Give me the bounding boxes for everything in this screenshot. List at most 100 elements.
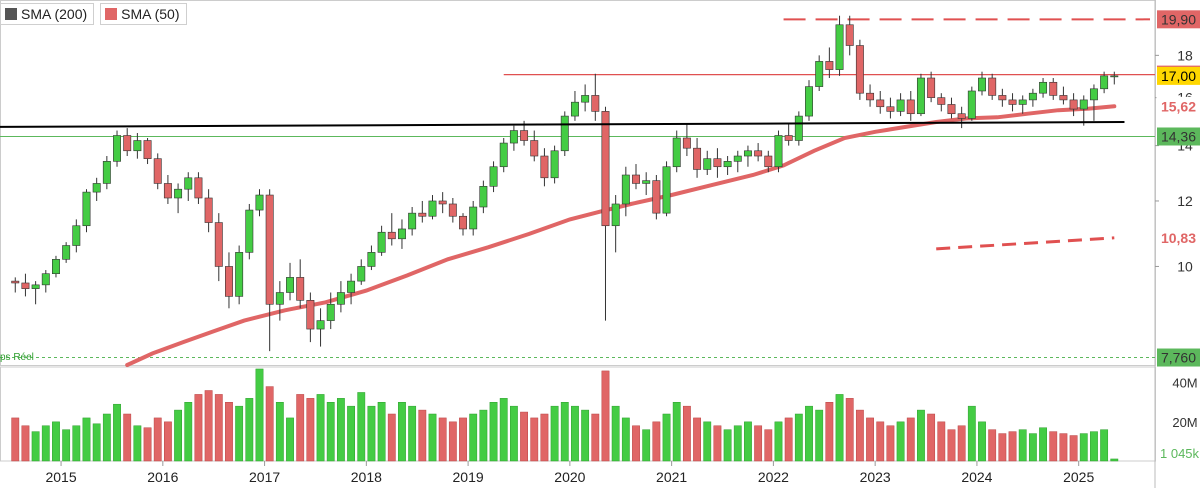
candle-body	[316, 320, 325, 330]
volume-bar	[1008, 431, 1017, 462]
legend-sma-200-swatch	[5, 8, 17, 20]
volume-bar	[682, 405, 691, 462]
candle-body	[550, 150, 559, 179]
candle-body	[143, 140, 152, 159]
candle-body	[805, 86, 813, 117]
candle-body	[11, 280, 20, 284]
candle-body	[642, 180, 651, 184]
volume-bar	[652, 421, 661, 462]
volume-bar	[479, 409, 488, 462]
candle-body	[102, 161, 111, 184]
candle-body	[265, 194, 274, 305]
candle-body	[174, 188, 183, 199]
candle-body	[784, 135, 793, 141]
candle-body	[967, 90, 976, 119]
candle-body	[408, 212, 417, 230]
price-badge	[1157, 66, 1200, 85]
candle-body	[72, 225, 81, 246]
candle-body	[682, 137, 691, 149]
price-badge	[1156, 228, 1200, 248]
volume-bar	[225, 402, 233, 462]
candle-body	[693, 147, 702, 170]
volume-bar	[163, 421, 172, 462]
candle-body	[845, 24, 854, 46]
price-tick-label: 18	[1177, 47, 1193, 63]
volume-bar	[286, 417, 294, 462]
price-badge-label: 14,36	[1161, 128, 1196, 144]
volume-bar	[326, 402, 335, 462]
candle-body	[306, 300, 315, 330]
legend-sma-50[interactable]: SMA (50)	[100, 3, 187, 25]
candle-body	[509, 130, 518, 144]
volume-bar	[540, 413, 549, 462]
candle-body	[1100, 75, 1109, 90]
legend-sma-200[interactable]: SMA (200)	[0, 3, 95, 25]
volume-bar	[967, 405, 976, 462]
candle-body	[275, 292, 284, 305]
x-tick-label: 2016	[147, 469, 178, 485]
candle-body	[1049, 81, 1058, 96]
volume-bar	[1028, 433, 1037, 462]
candle-body	[357, 266, 366, 282]
volume-bar	[937, 421, 946, 462]
volume-bar	[174, 409, 182, 462]
candle-body	[163, 183, 172, 199]
volume-bar	[275, 402, 284, 462]
price-badge	[1156, 96, 1200, 116]
candle-body	[794, 115, 803, 141]
candle-body	[336, 292, 345, 305]
volume-bar	[469, 413, 478, 462]
candle-body	[153, 158, 162, 184]
candle-body	[815, 61, 824, 87]
candle-body	[41, 273, 50, 286]
volume-bar	[408, 405, 417, 462]
candle-body	[632, 174, 640, 184]
volume-bar	[794, 413, 803, 462]
volume-bar	[133, 425, 142, 462]
x-tick-label: 2024	[961, 469, 992, 485]
candle-body	[214, 222, 223, 267]
candle-body	[988, 77, 997, 96]
candle-body	[1008, 99, 1017, 105]
candle-body	[1039, 81, 1048, 94]
volume-bar	[245, 398, 254, 462]
candle-body	[570, 101, 579, 117]
candle-body	[1018, 99, 1027, 105]
volume-bar	[601, 370, 610, 462]
volume-bar	[1059, 433, 1068, 462]
candle-body	[978, 77, 986, 92]
legend-sma-50-label: SMA (50)	[121, 6, 180, 22]
volume-bar	[265, 386, 274, 462]
projection-dashed-line	[936, 236, 1115, 251]
candle-body	[927, 77, 936, 98]
volume-bar	[723, 429, 732, 462]
candle-body	[998, 95, 1007, 101]
volume-bar	[764, 429, 773, 462]
volume-bar	[316, 394, 325, 462]
candle-body	[774, 135, 783, 168]
volume-bar	[550, 405, 559, 462]
volume-bar	[713, 425, 722, 462]
volume-bar	[1079, 433, 1088, 462]
candle-body	[1079, 99, 1088, 110]
volume-bar	[143, 427, 152, 462]
volume-bar	[296, 394, 305, 462]
volume-bar	[744, 421, 752, 462]
volume-bar	[367, 405, 376, 462]
price-badge-label: 7,760	[1161, 350, 1196, 366]
candle-body	[896, 99, 905, 112]
volume-bar	[21, 425, 30, 462]
volume-bar	[886, 425, 895, 462]
candle-body	[438, 200, 447, 205]
volume-bar	[845, 398, 854, 462]
volume-badge-label: 1 045k	[1160, 446, 1200, 461]
candle-body	[1069, 99, 1078, 110]
candle-body	[601, 111, 610, 227]
volume-bar	[306, 398, 315, 462]
candle-body	[499, 142, 508, 168]
volume-bar	[917, 409, 925, 462]
candle-body	[21, 282, 30, 289]
volume-bar	[31, 431, 40, 462]
volume-bar	[632, 425, 640, 462]
